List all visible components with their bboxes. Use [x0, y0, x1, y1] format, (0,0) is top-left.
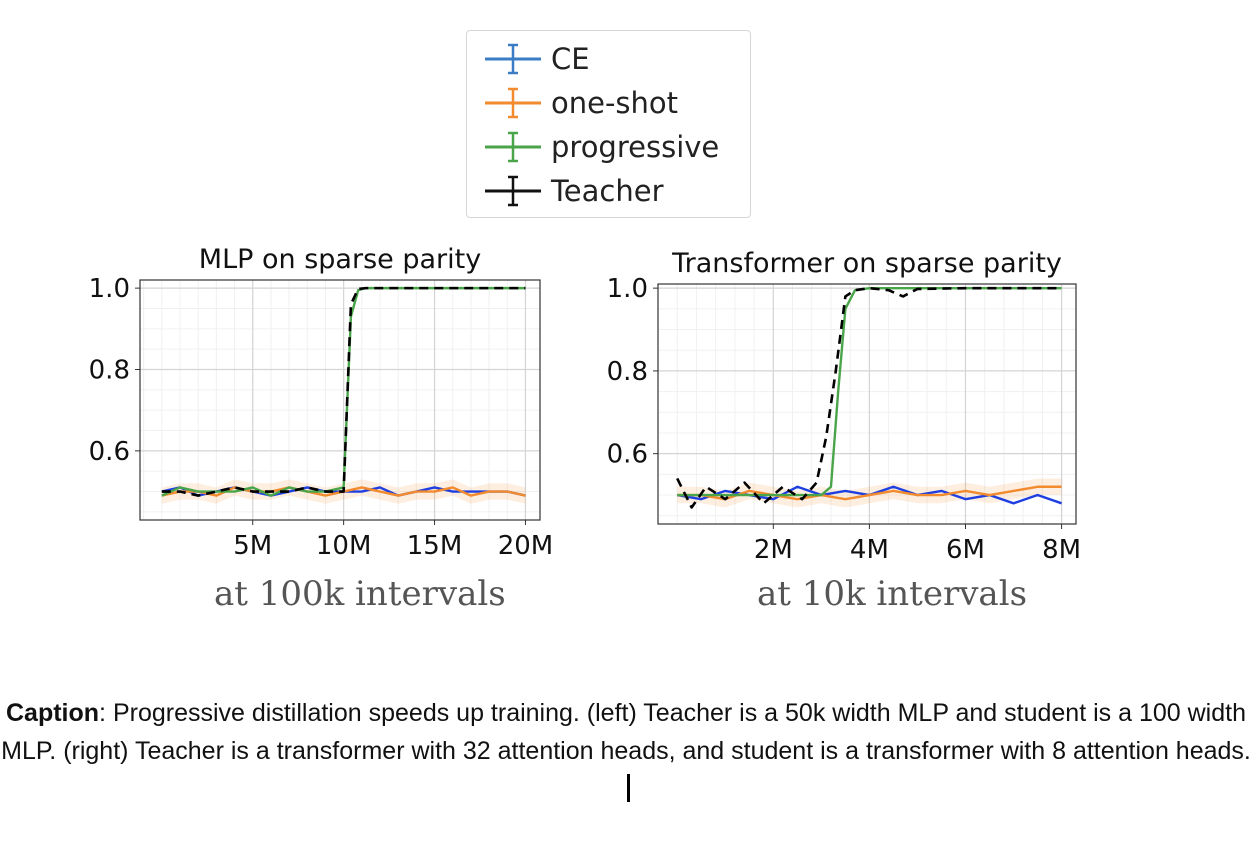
figure-caption: Caption: Progressive distillation speeds… [0, 694, 1252, 808]
x-tick-label: 4M [850, 535, 889, 565]
legend-label-progressive: progressive [551, 130, 720, 164]
legend-swatch-ce [485, 43, 541, 75]
legend-swatch-one-shot [485, 87, 541, 119]
plot-frame [657, 283, 1077, 525]
x-tick-label: 8M [1042, 535, 1081, 565]
transformer-subcaption: at 10k intervals [757, 574, 1028, 614]
legend-swatch-teacher [485, 175, 541, 207]
legend-entry-teacher: Teacher [477, 171, 664, 211]
legend-swatch-progressive [485, 131, 541, 163]
legend-entry-progressive: progressive [477, 127, 719, 167]
series-line-one-shot [677, 485, 1062, 501]
x-tick-label: 6M [946, 535, 985, 565]
mlp-subcaption: at 100k intervals [214, 574, 506, 614]
legend-entry-ce: CE [477, 39, 590, 79]
legend-entry-one-shot: one-shot [477, 83, 678, 123]
series-line-teacher [676, 286, 1062, 509]
y-tick-label: 0.6 [607, 440, 648, 470]
caption-label: Caption [6, 699, 100, 727]
mlp-chart: MLP on sparse parity 5M 10M 15M 20M 0.6 0.8 1.0 [89, 244, 554, 561]
legend-label-ce: CE [551, 42, 590, 76]
x-tick-label: 10M [316, 531, 372, 561]
caption-text: : Progressive distillation speeds up tra… [1, 699, 1251, 765]
chart-title: Transformer on sparse parity [671, 248, 1062, 279]
plot-frame [139, 279, 541, 521]
y-tick-label: 1.0 [607, 274, 648, 304]
x-tick-label: 5M [233, 531, 272, 561]
x-tick-label: 15M [407, 531, 463, 561]
chart-legend: CE one-shot progressive Teacher [466, 30, 751, 218]
x-tick-label: 20M [498, 531, 554, 561]
chart-title: MLP on sparse parity [199, 244, 481, 275]
text-cursor [626, 774, 630, 802]
y-tick-label: 0.8 [89, 355, 130, 385]
y-tick-label: 0.8 [607, 357, 648, 387]
y-tick-label: 1.0 [89, 274, 130, 304]
y-tick-label: 0.6 [89, 437, 130, 467]
transformer-chart: Transformer on sparse parity 2M 4M 6M 8M 0.6 0… [607, 248, 1081, 565]
legend-label-one-shot: one-shot [551, 86, 679, 120]
legend-label-teacher: Teacher [551, 174, 664, 208]
x-tick-label: 2M [754, 535, 793, 565]
series-line-teacher [161, 286, 526, 497]
